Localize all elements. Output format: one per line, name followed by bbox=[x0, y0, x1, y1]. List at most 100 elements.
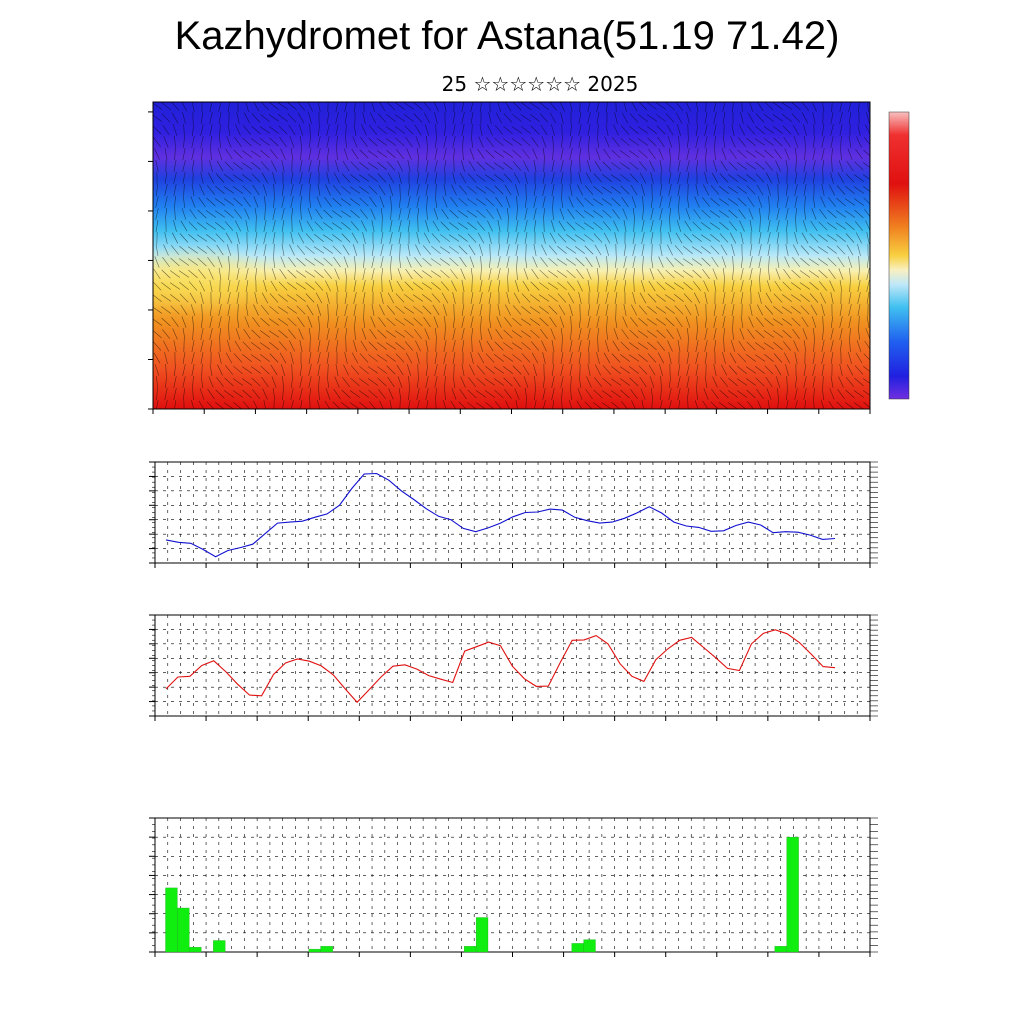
wind-barb bbox=[209, 328, 213, 340]
wind-barb bbox=[317, 124, 321, 136]
wind-barb bbox=[683, 293, 693, 303]
wind-barb bbox=[217, 364, 223, 376]
wind-barb bbox=[334, 268, 340, 280]
wind-barb bbox=[556, 270, 568, 278]
wind-barb bbox=[620, 401, 628, 409]
wind-barb bbox=[830, 292, 834, 304]
wind-barb bbox=[299, 172, 303, 184]
wind-barb bbox=[317, 160, 321, 172]
wind-barb bbox=[459, 172, 467, 184]
wind-barb bbox=[660, 375, 662, 389]
wind-barb bbox=[461, 328, 465, 340]
wind-barb bbox=[601, 390, 613, 398]
wind-barb bbox=[209, 364, 213, 376]
wind-barb bbox=[530, 125, 540, 135]
wind-barb bbox=[226, 136, 232, 148]
wind-barb bbox=[740, 316, 744, 328]
wind-barb bbox=[605, 124, 609, 136]
wind-barb bbox=[610, 174, 622, 182]
wind-barb bbox=[596, 316, 600, 328]
wind-barb bbox=[252, 317, 260, 327]
wind-barb bbox=[792, 244, 800, 256]
wind-barb bbox=[628, 342, 640, 350]
wind-barb bbox=[180, 304, 188, 316]
wind-barb bbox=[560, 364, 564, 376]
wind-barb bbox=[585, 256, 593, 268]
wind-barb bbox=[855, 232, 863, 244]
wind-barb bbox=[592, 402, 603, 409]
wind-barb bbox=[461, 364, 465, 376]
wind-barb bbox=[425, 364, 429, 376]
wind-barb bbox=[575, 257, 585, 267]
wind-barb bbox=[225, 352, 233, 364]
wind-barb bbox=[345, 123, 347, 137]
wind-barb bbox=[728, 377, 738, 387]
wind-barb bbox=[524, 232, 528, 244]
wind-barb bbox=[423, 112, 431, 124]
wind-barb bbox=[839, 316, 843, 328]
wind-barb bbox=[749, 304, 753, 316]
wind-barb bbox=[620, 125, 630, 135]
precip-bar bbox=[475, 917, 489, 953]
wind-barb bbox=[350, 174, 360, 182]
wind-barb bbox=[754, 138, 766, 146]
wind-barb bbox=[840, 135, 842, 149]
wind-barb bbox=[763, 138, 775, 146]
wind-barb bbox=[803, 172, 807, 184]
wind-barb bbox=[782, 114, 792, 122]
wind-barb bbox=[837, 256, 845, 268]
wind-barb bbox=[416, 388, 420, 400]
wind-barb bbox=[479, 292, 483, 304]
wind-barb bbox=[236, 292, 240, 304]
wind-barb bbox=[737, 186, 747, 194]
wind-barb bbox=[759, 279, 761, 293]
wind-barb bbox=[350, 161, 360, 171]
wind-barb bbox=[264, 267, 266, 281]
wind-barb bbox=[596, 292, 600, 304]
wind-barb bbox=[192, 375, 194, 389]
wind-barb bbox=[425, 160, 429, 172]
wind-barb bbox=[515, 244, 519, 256]
wind-barb bbox=[484, 378, 496, 386]
wind-barb bbox=[736, 174, 748, 182]
wind-barb bbox=[153, 330, 162, 339]
wind-barb bbox=[288, 257, 296, 267]
wind-barb bbox=[866, 316, 870, 328]
wind-barb bbox=[191, 400, 195, 409]
wind-barb bbox=[650, 196, 654, 208]
wind-barb bbox=[300, 207, 302, 221]
wind-barb bbox=[794, 376, 798, 388]
wind-barb bbox=[324, 269, 332, 279]
wind-barb bbox=[507, 279, 509, 293]
wind-barb bbox=[800, 257, 810, 267]
wind-barb bbox=[549, 112, 557, 124]
wind-barb bbox=[655, 306, 667, 314]
wind-barb bbox=[830, 328, 834, 340]
wind-barb bbox=[386, 354, 396, 362]
wind-barb bbox=[153, 281, 162, 291]
wind-barb bbox=[228, 267, 230, 281]
wind-barb bbox=[272, 388, 276, 400]
wind-barb bbox=[694, 196, 700, 208]
wind-barb bbox=[435, 183, 437, 197]
wind-barb bbox=[260, 354, 270, 362]
wind-barb bbox=[713, 304, 717, 316]
wind-barb bbox=[640, 388, 646, 400]
wind-barb bbox=[200, 340, 204, 352]
wind-barb bbox=[858, 328, 860, 340]
wind-barb bbox=[191, 352, 195, 364]
wind-barb bbox=[262, 388, 268, 400]
wind-barb bbox=[810, 220, 818, 232]
wind-barb bbox=[260, 305, 270, 315]
wind-barb bbox=[269, 305, 279, 315]
wind-barb bbox=[435, 339, 437, 353]
wind-barb bbox=[192, 327, 194, 341]
wind-barb bbox=[837, 389, 845, 399]
wind-barb bbox=[640, 280, 646, 292]
wind-barb bbox=[542, 148, 546, 160]
colorbar-ramp bbox=[888, 111, 910, 400]
wind-barb bbox=[182, 376, 186, 388]
wind-barb bbox=[719, 233, 729, 243]
wind-barb bbox=[502, 150, 514, 158]
